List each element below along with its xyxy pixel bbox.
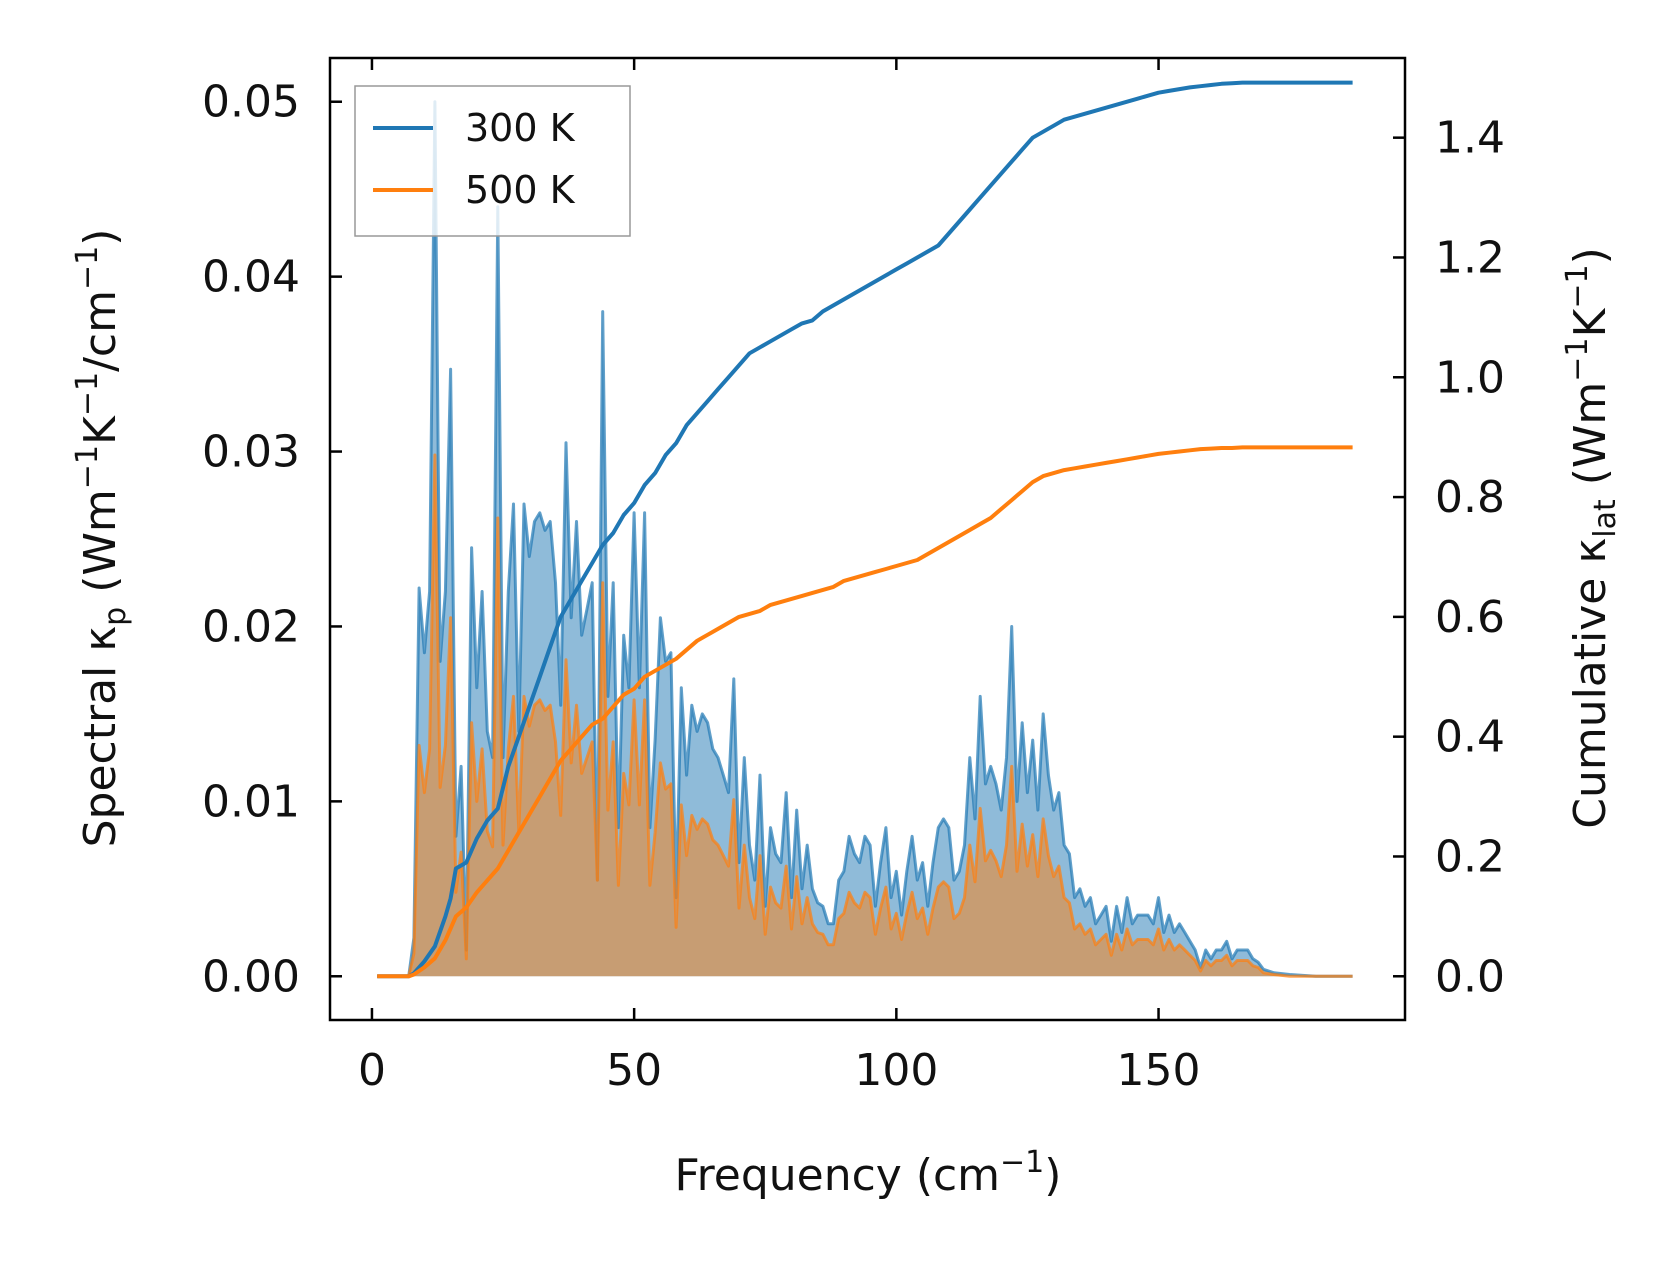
y-right-tick-label: 0.2 — [1435, 831, 1505, 882]
y-right-tick-label: 0.6 — [1435, 592, 1505, 643]
y-right-tick-label: 1.2 — [1435, 232, 1505, 283]
x-tick-label: 150 — [1117, 1045, 1201, 1096]
legend-label-300k: 300 K — [465, 106, 576, 150]
y-left-tick-label: 0.02 — [202, 601, 300, 652]
x-tick-label: 50 — [606, 1045, 662, 1096]
legend-label-500k: 500 K — [465, 168, 576, 212]
y-right-tick-label: 1.4 — [1435, 113, 1505, 164]
ticks-layer: 0 50 100 150 0.00 0.01 0.02 0.03 0.04 0.05 0.0 0.2 0… — [202, 58, 1505, 1096]
cumulative-line-500k — [377, 445, 1353, 979]
y-left-tick-label: 0.04 — [202, 252, 300, 303]
y-right-tick-label: 1.0 — [1435, 352, 1505, 403]
y-right-tick-label: 0.4 — [1435, 712, 1505, 763]
y-left-tick-label: 0.01 — [202, 776, 300, 827]
y-axis-left-title: Spectral κp (Wm−1K−1/cm−1) — [70, 229, 133, 848]
y-left-tick-label: 0.03 — [202, 427, 300, 478]
plot-frame — [328, 56, 1407, 1022]
legend-frame — [354, 85, 631, 237]
x-axis-title: Frequency (cm−1) — [675, 1145, 1062, 1201]
spectral-line-300k — [377, 100, 1353, 978]
y-right-tick-label: 0.8 — [1435, 472, 1505, 523]
x-tick-label: 0 — [358, 1045, 386, 1096]
y-right-tick-label: 0.0 — [1435, 951, 1505, 1002]
x-tick-label: 100 — [854, 1045, 938, 1096]
cumulative-line-300k — [377, 80, 1353, 979]
y-axis-right-title: Cumulative κlat (Wm−1K−1) — [1560, 247, 1623, 829]
spectral-line-500k — [377, 453, 1353, 978]
series-layer — [377, 80, 1353, 979]
y-left-tick-label: 0.05 — [202, 77, 300, 128]
y-left-tick-label: 0.00 — [202, 951, 300, 1002]
legend: 300 K 500 K — [354, 85, 631, 237]
